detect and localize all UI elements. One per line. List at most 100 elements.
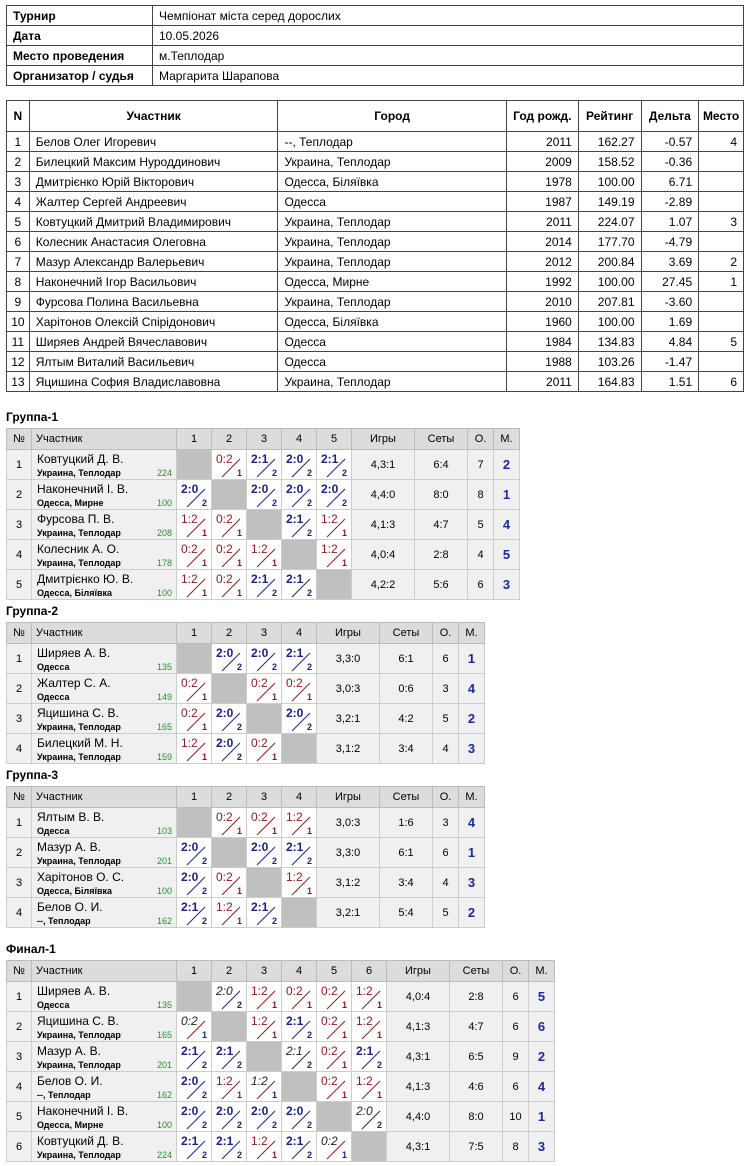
score-slash-icon xyxy=(221,1080,241,1100)
match-score: 2:0 2 xyxy=(247,838,281,867)
match-points: 1 xyxy=(236,468,242,478)
match-points: 2 xyxy=(201,886,207,896)
match-score: 2:0 2 xyxy=(212,734,246,763)
match-score-cell: 1:2 1 xyxy=(281,867,317,898)
score-slash-icon xyxy=(256,742,276,762)
match-score-cell: 2:0 2 xyxy=(281,1101,317,1132)
match-score-cell: 2:1 2 xyxy=(176,1041,212,1072)
player-games: 4,2:2 xyxy=(351,569,415,600)
match-score-cell: 0:2 1 xyxy=(176,1011,212,1042)
match-score-cell: 2:0 2 xyxy=(281,703,317,734)
participant-cell: 10 xyxy=(6,311,30,332)
player-place: 3 xyxy=(458,867,485,898)
player-place: 2 xyxy=(493,449,520,480)
participant-cell xyxy=(698,311,744,332)
player-games: 3,3:0 xyxy=(316,643,380,674)
match-score-value: 0:2 xyxy=(251,676,268,690)
participants-col-header: Год рожд. xyxy=(505,100,579,132)
group-player-row: 2 Наконечний І. В. Одесса, Мирне 100 2:0 2 2:0… xyxy=(6,479,520,510)
match-score-value: 0:2 xyxy=(216,870,233,884)
participant-cell: 1 xyxy=(6,131,30,152)
self-cell xyxy=(176,807,212,838)
match-score-value: 2:0 xyxy=(286,706,304,720)
player-name: Дмитрієнко Ю. В. xyxy=(37,572,134,586)
player-sets: 4:2 xyxy=(379,703,433,734)
player-games: 3,2:1 xyxy=(316,897,380,928)
player-rating: 135 xyxy=(156,1000,172,1010)
player-games: 4,1:3 xyxy=(386,1071,450,1102)
score-slash-icon xyxy=(291,1110,311,1130)
match-points: 2 xyxy=(236,1150,242,1160)
match-score-cell: 0:2 1 xyxy=(211,509,247,540)
participants-col-header: Рейтинг xyxy=(577,100,642,132)
match-points: 2 xyxy=(306,722,312,732)
match-score: 1:2 1 xyxy=(282,808,316,837)
self-cell xyxy=(246,867,282,898)
participant-cell: Мазур Александр Валерьевич xyxy=(28,251,279,272)
score-slash-icon xyxy=(186,1080,206,1100)
score-slash-icon xyxy=(291,652,311,672)
match-score-value: 2:1 xyxy=(216,1044,234,1058)
match-score-cell: 2:1 2 xyxy=(281,837,317,868)
player-city: Украина, Теплодар xyxy=(37,722,121,732)
match-points: 1 xyxy=(201,528,207,538)
participant-row: 7 Мазур Александр Валерьевич Украина, Тепл… xyxy=(6,251,744,272)
player-cell: Ялтым В. В. Одесса 103 xyxy=(31,807,177,838)
match-score-cell: 0:2 1 xyxy=(246,807,282,838)
match-score-value: 1:2 xyxy=(216,900,233,914)
match-score-value: 2:1 xyxy=(216,1134,234,1148)
info-label: Организатор / судья xyxy=(6,65,153,86)
self-cell xyxy=(316,569,352,600)
participants-col-header: Место xyxy=(698,100,744,132)
player-sets: 6:1 xyxy=(379,837,433,868)
score-slash-icon xyxy=(291,816,311,836)
score-slash-icon xyxy=(361,1110,381,1130)
col-points: О. xyxy=(502,960,529,982)
col-games: Игры xyxy=(316,622,380,644)
col-points: О. xyxy=(467,428,494,450)
score-slash-icon xyxy=(186,1110,206,1130)
player-sets: 3:4 xyxy=(379,733,433,764)
score-slash-icon xyxy=(256,682,276,702)
player-place: 6 xyxy=(528,1011,555,1042)
match-score: 2:1 2 xyxy=(247,450,281,479)
col-sets: Сеты xyxy=(414,428,468,450)
match-score: 0:2 1 xyxy=(212,868,246,897)
participant-cell: 2009 xyxy=(505,151,579,172)
match-points: 1 xyxy=(236,1090,242,1100)
match-score-cell: 0:2 1 xyxy=(316,1131,352,1162)
player-games: 3,1:2 xyxy=(316,733,380,764)
group-player-row: 1 Ялтым В. В. Одесса 103 0:2 1 0:2 1 1:2 1 3,0:3 1:… xyxy=(6,807,485,838)
participant-cell: Одесса xyxy=(277,351,507,372)
score-slash-icon xyxy=(186,518,206,538)
player-place: 1 xyxy=(458,643,485,674)
info-row: Дата 10.05.2026 xyxy=(6,25,744,46)
match-score-cell: 2:1 2 xyxy=(246,897,282,928)
match-score-value: 2:0 xyxy=(216,984,233,998)
player-cell: Ковтуцкий Д. В. Украина, Теплодар 224 xyxy=(31,449,177,480)
score-slash-icon xyxy=(256,990,276,1010)
match-score-value: 1:2 xyxy=(321,512,338,526)
match-points: 2 xyxy=(201,498,207,508)
match-score-cell: 1:2 1 xyxy=(176,569,212,600)
match-points: 1 xyxy=(341,528,347,538)
player-points: 6 xyxy=(432,837,459,868)
match-points: 2 xyxy=(306,468,312,478)
match-score-value: 2:0 xyxy=(216,646,234,660)
match-score-cell: 2:0 2 xyxy=(246,1101,282,1132)
player-number: 3 xyxy=(6,867,32,898)
match-points: 1 xyxy=(341,1000,347,1010)
player-number: 1 xyxy=(6,643,32,674)
player-cell: Фурсова П. В. Украина, Теплодар 208 xyxy=(31,509,177,540)
info-label: Дата xyxy=(6,25,153,46)
match-score-cell: 2:0 2 xyxy=(176,479,212,510)
player-points: 5 xyxy=(432,897,459,928)
participant-cell: 2010 xyxy=(505,291,579,312)
match-score: 0:2 1 xyxy=(212,570,246,599)
player-games: 3,1:2 xyxy=(316,867,380,898)
score-slash-icon xyxy=(256,1140,276,1160)
match-points: 2 xyxy=(306,856,312,866)
player-place: 1 xyxy=(458,837,485,868)
info-label: Место проведения xyxy=(6,45,153,66)
player-sets: 6:1 xyxy=(379,643,433,674)
